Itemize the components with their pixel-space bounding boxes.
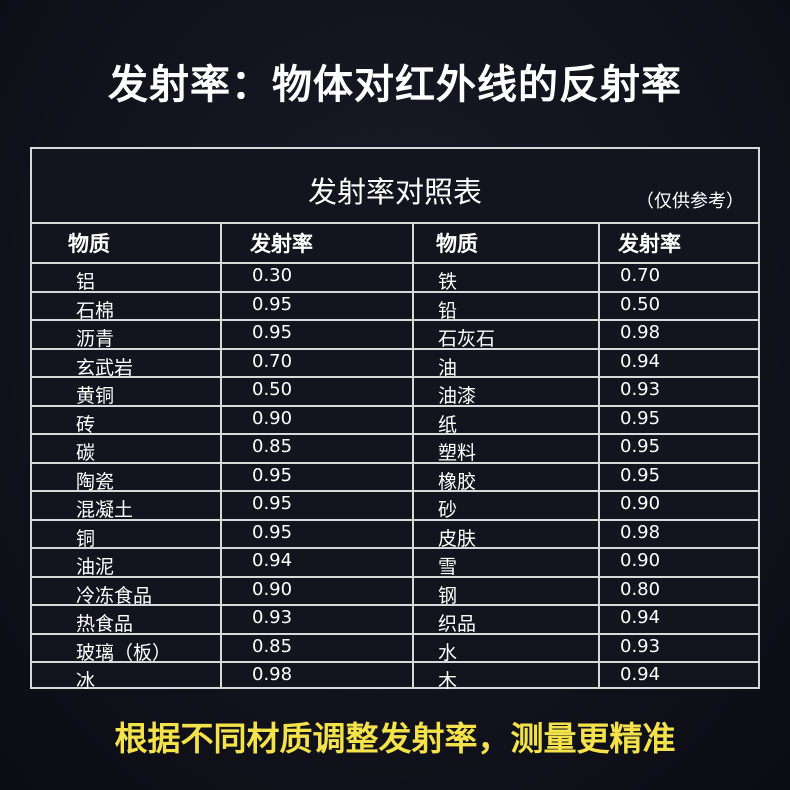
emissivity-cell: 0.30	[252, 265, 293, 286]
footer-tagline: 根据不同材质调整发射率，测量更精准	[114, 719, 676, 758]
table-note: （仅供参考）	[636, 191, 744, 212]
material-cell: 雪	[438, 556, 458, 578]
emissivity-cell: 0.93	[620, 635, 661, 657]
header-material: 物质	[436, 232, 478, 256]
material-cell: 铁	[438, 271, 458, 293]
material-cell: 碳	[76, 442, 96, 464]
table-row: 碳 0.85 塑料 0.95	[32, 435, 758, 464]
table-row: 陶瓷 0.95 橡胶 0.95	[32, 464, 758, 493]
column-divider	[412, 224, 414, 687]
emissivity-cell: 0.85	[252, 635, 293, 657]
material-cell: 油	[438, 356, 458, 379]
material-cell: 玻璃（板）	[76, 641, 172, 664]
material-cell: 铅	[438, 299, 458, 322]
table-row: 铜 0.95 皮肤 0.98	[32, 521, 758, 550]
material-cell: 玄武岩	[76, 356, 134, 379]
material-cell: 砂	[438, 499, 458, 521]
emissivity-cell: 0.90	[252, 578, 293, 600]
material-cell: 混凝土	[76, 499, 134, 521]
table-row: 砖 0.90 纸 0.95	[32, 407, 758, 436]
table-header-row: 物质 发射率 物质 发射率	[32, 224, 758, 264]
page-title: 发射率：物体对红外线的反射率	[108, 62, 682, 108]
material-cell: 橡胶	[438, 470, 477, 493]
material-cell: 热食品	[76, 613, 134, 635]
emissivity-cell: 0.98	[620, 322, 661, 343]
emissivity-cell: 0.50	[252, 379, 293, 400]
material-cell: 纸	[438, 413, 458, 436]
material-cell: 铜	[76, 527, 96, 550]
emissivity-cell: 0.90	[620, 550, 661, 571]
emissivity-table: 发射率对照表 （仅供参考） 物质 发射率 物质 发射率 铝 0.30 铁 0.70 石棉…	[30, 147, 760, 692]
emissivity-cell: 0.95	[252, 464, 293, 486]
emissivity-cell: 0.70	[620, 265, 661, 286]
emissivity-cell: 0.94	[620, 664, 661, 685]
table-grid: 物质 发射率 物质 发射率 铝 0.30 铁 0.70 石棉 0.95 铅 0.50 沥青 0.9…	[32, 222, 758, 692]
header-emissivity: 发射率	[250, 232, 313, 256]
table-row: 热食品 0.93 织品 0.94	[32, 606, 758, 635]
emissivity-cell: 0.95	[620, 436, 661, 457]
material-cell: 油漆	[438, 385, 477, 407]
emissivity-cell: 0.95	[620, 407, 661, 429]
material-cell: 黄铜	[76, 385, 115, 407]
column-divider	[598, 224, 600, 687]
emissivity-cell: 0.95	[620, 464, 661, 486]
material-cell: 钢	[438, 584, 458, 607]
table-row: 黄铜 0.50 油漆 0.93	[32, 378, 758, 407]
material-cell: 皮肤	[438, 527, 477, 550]
emissivity-cell: 0.94	[252, 550, 293, 571]
material-cell: 冷冻食品	[76, 584, 153, 607]
table-row: 铝 0.30 铁 0.70	[32, 264, 758, 293]
header-material: 物质	[68, 232, 110, 256]
material-cell: 石棉	[76, 299, 115, 322]
emissivity-cell: 0.95	[252, 493, 293, 514]
emissivity-cell: 0.90	[620, 493, 661, 514]
header-emissivity: 发射率	[618, 232, 681, 256]
material-cell: 铝	[76, 271, 96, 293]
emissivity-cell: 0.95	[252, 322, 293, 343]
emissivity-cell: 0.95	[252, 521, 293, 543]
material-cell: 塑料	[438, 442, 477, 464]
material-cell: 石灰石	[438, 328, 496, 350]
material-cell: 水	[438, 641, 458, 664]
material-cell: 油泥	[76, 556, 115, 578]
emissivity-cell: 0.90	[252, 407, 293, 429]
emissivity-cell: 0.95	[252, 293, 293, 315]
emissivity-cell: 0.98	[620, 521, 661, 543]
emissivity-cell: 0.94	[620, 350, 661, 372]
emissivity-cell: 0.50	[620, 293, 661, 315]
column-divider	[220, 224, 222, 687]
emissivity-cell: 0.94	[620, 607, 661, 628]
material-cell: 陶瓷	[76, 470, 115, 493]
table-row: 混凝土 0.95 砂 0.90	[32, 492, 758, 521]
emissivity-cell: 0.93	[252, 607, 293, 628]
table-row: 玄武岩 0.70 油 0.94	[32, 350, 758, 379]
emissivity-cell: 0.98	[252, 664, 293, 685]
emissivity-cell: 0.93	[620, 379, 661, 400]
material-cell: 砖	[76, 413, 96, 436]
emissivity-cell: 0.85	[252, 436, 293, 457]
table-row: 沥青 0.95 石灰石 0.98	[32, 321, 758, 350]
material-cell: 沥青	[76, 328, 115, 350]
table-caption: 发射率对照表	[307, 175, 482, 209]
table-row: 冷冻食品 0.90 钢 0.80	[32, 578, 758, 607]
emissivity-cell: 0.80	[620, 578, 661, 600]
table-row: 玻璃（板） 0.85 水 0.93	[32, 635, 758, 664]
table-row: 石棉 0.95 铅 0.50	[32, 293, 758, 322]
table-row: 油泥 0.94 雪 0.90	[32, 549, 758, 578]
material-cell: 织品	[438, 613, 477, 635]
emissivity-cell: 0.70	[252, 350, 293, 372]
table-row: 冰 0.98 木 0.94	[32, 663, 758, 692]
material-cell: 冰	[76, 670, 96, 692]
material-cell: 木	[438, 670, 458, 692]
